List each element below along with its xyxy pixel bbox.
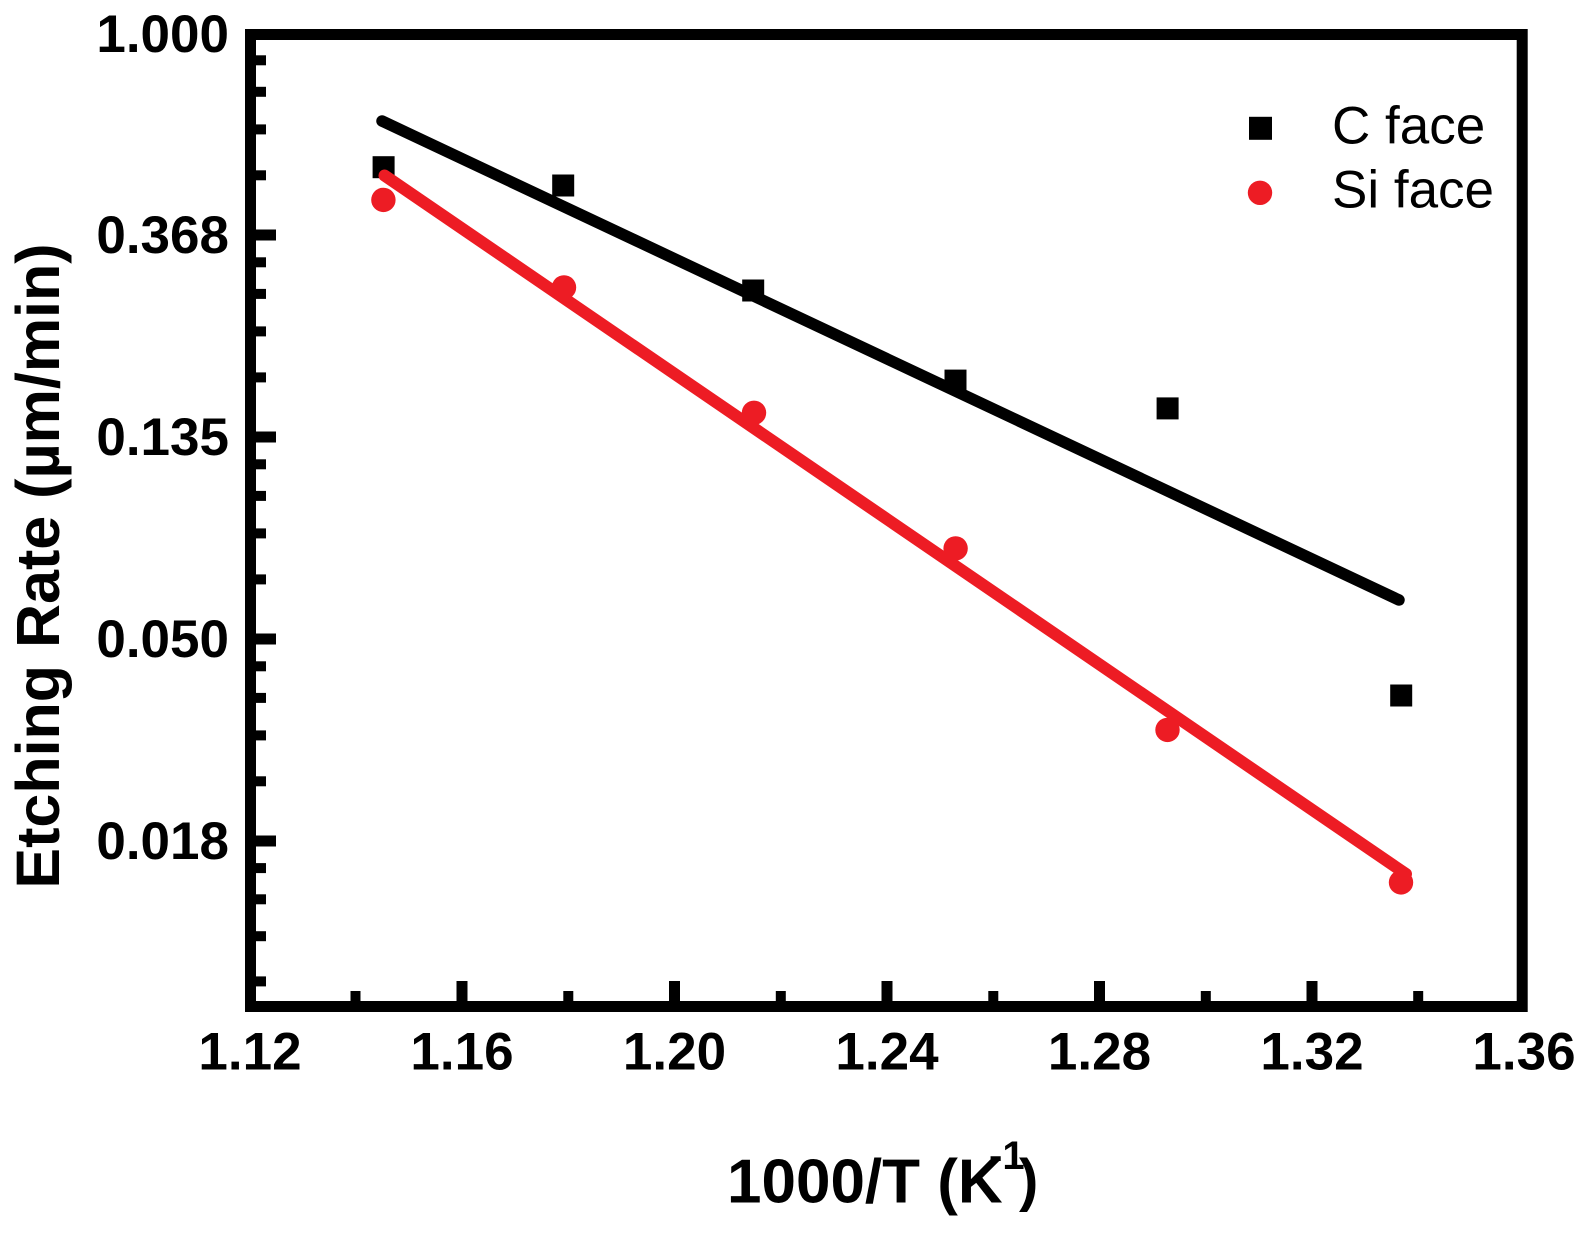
svg-text:Si face: Si face	[1332, 161, 1494, 220]
svg-text:0.050: 0.050	[96, 610, 229, 669]
svg-text:0.018: 0.018	[96, 812, 229, 871]
svg-text:1.32: 1.32	[1260, 1023, 1363, 1082]
svg-text:Etching Rate (µm/min): Etching Rate (µm/min)	[4, 243, 72, 888]
svg-text:-1: -1	[989, 1134, 1025, 1178]
svg-text:1.24: 1.24	[835, 1023, 939, 1082]
svg-text:1.36: 1.36	[1472, 1023, 1575, 1082]
svg-text:): )	[1019, 1148, 1038, 1213]
svg-text:1.16: 1.16	[410, 1023, 513, 1082]
svg-text:1000/T (K: 1000/T (K	[727, 1148, 1003, 1217]
svg-text:0.368: 0.368	[96, 206, 229, 265]
svg-text:1.12: 1.12	[198, 1023, 301, 1082]
svg-text:C face: C face	[1332, 97, 1485, 156]
svg-text:0.135: 0.135	[96, 408, 229, 467]
svg-text:1.28: 1.28	[1048, 1023, 1151, 1082]
svg-text:1.20: 1.20	[623, 1023, 726, 1082]
svg-text:1.000: 1.000	[96, 5, 229, 64]
